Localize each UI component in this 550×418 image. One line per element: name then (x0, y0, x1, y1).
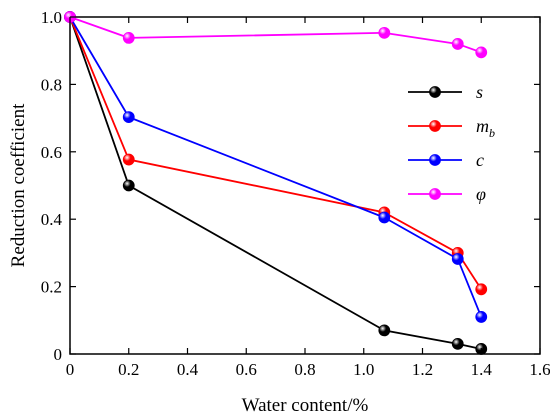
data-point (122, 111, 135, 123)
x-tick-label: 1.6 (529, 360, 550, 379)
series-s (64, 11, 488, 355)
series-layer (64, 11, 488, 355)
series-c (64, 11, 488, 323)
legend-label: φ (476, 184, 486, 204)
legend-marker (429, 120, 441, 132)
y-tick-label: 0 (54, 345, 63, 364)
legend-item: φ (408, 184, 486, 204)
y-tick-label: 0.6 (41, 143, 62, 162)
x-tick-label: 0.2 (118, 360, 139, 379)
series-line (69, 16, 483, 290)
series-line (69, 16, 483, 318)
y-tick-label: 0.4 (41, 210, 63, 229)
legend-label: c (476, 150, 484, 170)
x-tick-label: 0.8 (294, 360, 315, 379)
legend-item: mb (408, 116, 495, 140)
legend-label: s (476, 82, 483, 102)
data-point (122, 31, 135, 44)
y-tick-label: 0.8 (41, 75, 62, 94)
x-tick-label: 0.4 (177, 360, 199, 379)
y-tick-label: 1.0 (41, 8, 62, 27)
data-point (122, 153, 135, 166)
series-mb (64, 11, 488, 296)
x-axis-title: Water content/% (242, 395, 369, 416)
data-point (122, 179, 135, 192)
legend-marker (429, 188, 441, 200)
x-tick-label: 1.0 (353, 360, 374, 379)
y-tick-label: 0.2 (41, 278, 62, 297)
data-point (475, 311, 488, 323)
x-tick-label: 0 (66, 360, 75, 379)
x-tick-label: 1.4 (471, 360, 493, 379)
y-axis-title: Reduction coefficient (8, 103, 29, 267)
legend-item: c (408, 150, 484, 170)
data-point (475, 46, 488, 59)
x-tick-label: 0.6 (236, 360, 257, 379)
x-tick-label: 1.2 (412, 360, 433, 379)
data-point (451, 38, 464, 50)
legend-marker (429, 154, 441, 166)
data-point (475, 283, 488, 296)
legend: s mb cφ (408, 82, 495, 204)
legend-marker (429, 86, 441, 98)
legend-item: s (408, 82, 483, 102)
data-point (378, 324, 391, 337)
legend-label: mb (476, 116, 495, 140)
series-φ (64, 11, 488, 59)
data-point (451, 253, 464, 265)
data-point (378, 211, 391, 224)
data-point (451, 337, 464, 350)
data-point (378, 26, 391, 39)
tick-layer: 0 0.2 0.4 0.6 0.8 1.0 1.2 1.4 1.6 0 0.2 0.4 0.6 0.8 1.… (41, 8, 550, 379)
